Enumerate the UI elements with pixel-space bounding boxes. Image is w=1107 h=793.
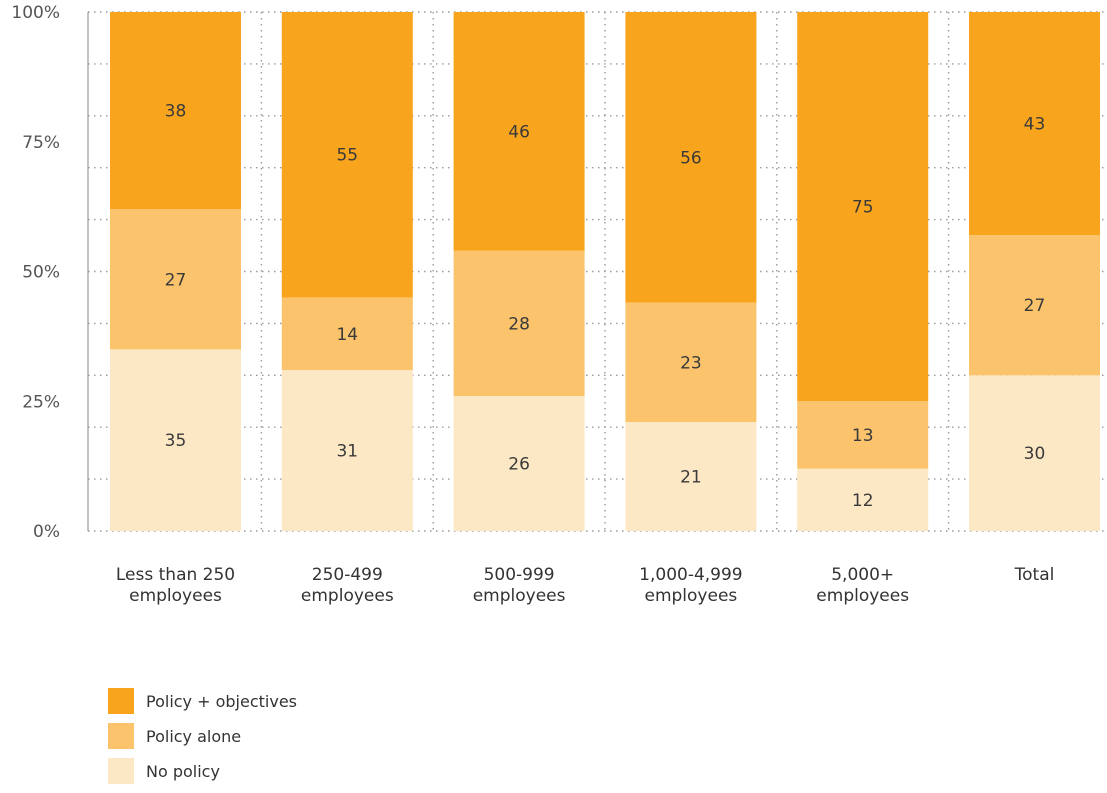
bar-segment — [281, 370, 413, 531]
x-tick-label: employees — [645, 586, 738, 606]
y-tick-label: 100% — [11, 3, 60, 23]
legend-swatch — [108, 688, 134, 714]
stacked-bar-chart: 0% 25% 50% 75% 100% 35 27 38 31 14 55 26 28 46 21 23 56… — [11, 3, 1107, 606]
x-tick-label: 500-999 — [484, 565, 555, 585]
data-label: 21 — [680, 468, 702, 488]
y-tick-label: 0% — [33, 522, 60, 542]
data-label: 27 — [1024, 296, 1046, 316]
y-tick-label: 75% — [22, 133, 60, 153]
data-label: 23 — [680, 353, 702, 373]
bar-segment — [969, 235, 1100, 376]
x-tick-label: employees — [473, 586, 566, 606]
data-label: 75 — [852, 198, 874, 218]
data-label: 46 — [508, 122, 530, 142]
data-label: 35 — [165, 431, 187, 451]
x-tick-label: Total — [1014, 565, 1055, 585]
bar-segment — [969, 12, 1100, 236]
data-label: 12 — [852, 491, 874, 511]
bar-segment — [797, 401, 929, 469]
bar-segment — [625, 12, 757, 303]
legend-label: No policy — [146, 761, 220, 781]
x-tick-label: Less than 250 — [116, 565, 235, 585]
legend: Policy + objectives Policy alone No poli… — [108, 688, 297, 793]
bar-segment — [625, 302, 757, 423]
data-label: 30 — [1024, 444, 1046, 464]
grid-lines — [88, 11, 1107, 532]
data-label: 56 — [680, 148, 702, 168]
x-tick-label: 250-499 — [312, 565, 383, 585]
bar-segment — [110, 12, 241, 210]
bar-segment — [625, 422, 757, 531]
x-tick-label: 5,000+ — [831, 565, 894, 585]
data-label: 13 — [852, 426, 874, 446]
bar-segment — [453, 12, 585, 251]
data-label: 14 — [336, 325, 358, 345]
bars: 35 27 38 31 14 55 26 28 46 21 23 56 12 13 75 30 27 43 — [110, 12, 1100, 531]
x-tick-label: 1,000-4,999 — [639, 565, 742, 585]
x-axis: Less than 250employees250-499employees50… — [116, 565, 1054, 606]
bar-segment — [797, 12, 929, 402]
x-tick-label: employees — [301, 586, 394, 606]
bar-segment — [453, 250, 585, 397]
legend-label: Policy + objectives — [146, 691, 297, 711]
data-label: 26 — [508, 455, 530, 475]
data-label: 28 — [508, 314, 530, 334]
data-label: 31 — [336, 442, 358, 462]
y-axis: 0% 25% 50% 75% 100% — [11, 3, 89, 542]
bar-segment — [281, 297, 413, 371]
x-tick-label: employees — [129, 586, 222, 606]
legend-label: Policy alone — [146, 726, 242, 746]
data-label: 27 — [165, 270, 187, 290]
legend-swatch — [108, 758, 134, 784]
legend-item-no-policy: No policy — [108, 758, 297, 784]
data-label: 43 — [1024, 115, 1046, 135]
bar-segment — [453, 396, 585, 531]
bar-segment — [797, 468, 929, 531]
data-label: 55 — [336, 146, 358, 166]
bar-segment — [969, 375, 1100, 531]
legend-item-policy-alone: Policy alone — [108, 723, 297, 749]
bar-segment — [281, 12, 413, 298]
x-tick-label: employees — [816, 586, 909, 606]
y-tick-label: 50% — [22, 263, 60, 283]
legend-swatch — [108, 723, 134, 749]
bar-segment — [110, 349, 241, 531]
y-tick-label: 25% — [22, 392, 60, 412]
data-label: 38 — [165, 102, 187, 122]
legend-item-policy-objectives: Policy + objectives — [108, 688, 297, 714]
bar-segment — [110, 209, 241, 350]
